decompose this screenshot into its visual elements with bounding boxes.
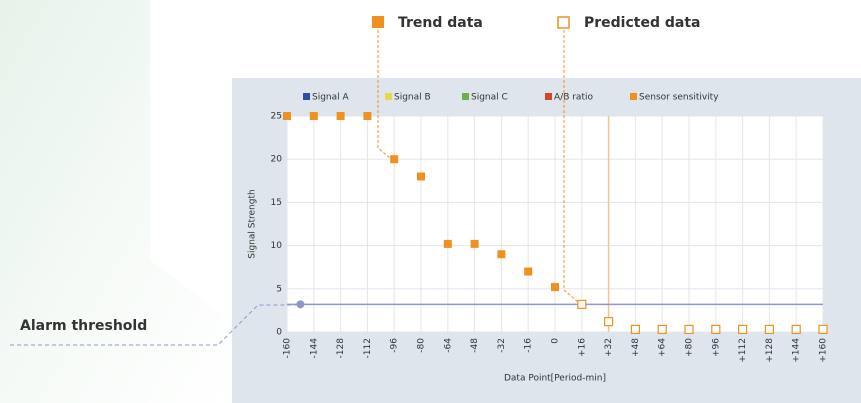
data-point (792, 325, 800, 333)
x-tick-label: +160 (819, 338, 829, 363)
legend-label: Signal B (394, 93, 431, 103)
y-tick-label: 15 (271, 198, 282, 208)
x-tick-label: -128 (336, 338, 346, 359)
trend-icon (372, 16, 384, 28)
x-tick-label: +16 (577, 338, 587, 357)
x-tick-label: +48 (631, 338, 641, 357)
legend-label: A/B ratio (554, 93, 593, 103)
predicted-icon (558, 17, 569, 28)
x-tick-label: -16 (524, 338, 534, 353)
trend-callout: Trend data (398, 15, 483, 31)
data-point (337, 112, 345, 120)
data-point (578, 300, 586, 308)
data-point (363, 112, 371, 120)
x-axis-label: Data Point[Period-min] (504, 374, 606, 384)
data-point (390, 155, 398, 163)
legend-swatch (385, 93, 392, 100)
x-tick-label: 0 (551, 338, 561, 344)
legend-label: Signal C (471, 93, 508, 103)
x-tick-label: +96 (711, 338, 721, 357)
y-tick-label: 5 (276, 284, 282, 294)
data-point (310, 112, 318, 120)
data-point (444, 240, 452, 248)
x-tick-label: -32 (497, 338, 507, 353)
threshold-callout: Alarm threshold (20, 318, 147, 334)
x-tick-label: +32 (604, 338, 614, 357)
x-tick-label: -80 (417, 338, 427, 353)
y-tick-label: 10 (271, 241, 283, 251)
data-point (524, 268, 532, 276)
predicted-callout: Predicted data (584, 15, 700, 31)
data-point (605, 318, 613, 326)
data-point (819, 325, 827, 333)
data-point (739, 325, 747, 333)
data-point (712, 325, 720, 333)
x-tick-label: +64 (658, 338, 668, 357)
data-point (417, 172, 425, 180)
legend-swatch (462, 93, 469, 100)
legend-swatch (303, 93, 310, 100)
legend-label: Signal A (312, 93, 350, 103)
x-tick-label: +80 (685, 338, 695, 357)
data-point (551, 283, 559, 291)
legend-swatch (630, 93, 637, 100)
x-tick-label: -64 (443, 338, 453, 353)
screen: 0510152025-160-144-128-112-96-80-64-48-3… (0, 0, 861, 403)
x-tick-label: +128 (765, 338, 775, 363)
x-tick-label: -160 (283, 338, 293, 359)
threshold-marker (296, 300, 304, 308)
x-tick-label: -96 (390, 338, 400, 353)
data-point (685, 325, 693, 333)
y-tick-label: 0 (276, 328, 282, 338)
data-point (658, 325, 666, 333)
x-tick-label: +112 (738, 338, 748, 363)
data-point (283, 112, 291, 120)
data-point (631, 325, 639, 333)
y-tick-label: 20 (271, 155, 283, 165)
legend-swatch (545, 93, 552, 100)
y-tick-label: 25 (271, 112, 282, 122)
data-point (765, 325, 773, 333)
data-point (471, 240, 479, 248)
x-tick-label: -112 (363, 338, 373, 358)
x-tick-label: +144 (792, 338, 802, 363)
x-tick-label: -48 (470, 338, 480, 353)
data-point (497, 250, 505, 258)
y-axis-label: Signal Strength (248, 189, 258, 258)
legend-label: Sensor sensitivity (639, 93, 719, 103)
x-tick-label: -144 (309, 338, 319, 359)
